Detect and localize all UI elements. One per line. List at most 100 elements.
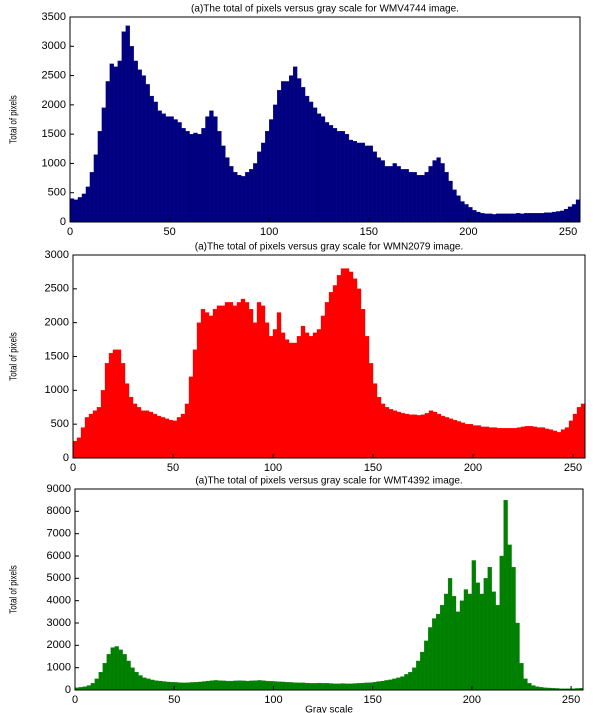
bar bbox=[184, 403, 190, 458]
bar bbox=[265, 680, 270, 690]
plot-frame bbox=[69, 16, 581, 223]
bar bbox=[225, 157, 230, 222]
bar bbox=[245, 172, 250, 222]
bar bbox=[495, 604, 500, 690]
bar bbox=[536, 427, 542, 458]
bar bbox=[82, 686, 88, 690]
bar bbox=[98, 671, 103, 690]
y-tick-label: 3000 bbox=[45, 249, 69, 261]
bar bbox=[416, 174, 421, 222]
bar bbox=[332, 285, 338, 458]
bar bbox=[563, 208, 569, 222]
bar bbox=[575, 199, 580, 222]
bar bbox=[153, 101, 158, 222]
bar bbox=[257, 151, 262, 222]
bar bbox=[296, 336, 302, 458]
bar bbox=[146, 678, 151, 690]
bar bbox=[217, 680, 222, 690]
bar bbox=[122, 654, 127, 690]
bar bbox=[182, 682, 187, 690]
bar bbox=[416, 415, 422, 458]
bar bbox=[154, 680, 159, 690]
y-tick-label: 1500 bbox=[45, 350, 69, 362]
bar bbox=[201, 128, 206, 222]
bar bbox=[368, 145, 373, 222]
bar bbox=[292, 66, 298, 222]
bar bbox=[129, 46, 134, 222]
bar bbox=[452, 419, 458, 458]
bar bbox=[340, 683, 346, 690]
bar bbox=[120, 363, 126, 458]
bar bbox=[81, 193, 87, 222]
bar bbox=[475, 582, 480, 690]
bar bbox=[476, 211, 481, 222]
bar bbox=[269, 681, 274, 690]
bar bbox=[412, 172, 417, 222]
bar bbox=[352, 683, 357, 690]
bar bbox=[572, 413, 578, 458]
bar bbox=[376, 681, 381, 690]
bar bbox=[158, 680, 163, 690]
bar bbox=[166, 681, 171, 690]
bar bbox=[372, 151, 377, 222]
bar bbox=[420, 414, 426, 458]
bar bbox=[448, 418, 454, 458]
plot-area bbox=[75, 500, 583, 690]
chart-title: (a)The total of pixels versus gray scale… bbox=[195, 242, 463, 253]
bar bbox=[479, 593, 484, 690]
plot-area bbox=[70, 25, 580, 222]
x-axis-label: Gray scale bbox=[305, 705, 353, 713]
bar bbox=[564, 427, 570, 458]
bar bbox=[324, 683, 330, 690]
bar bbox=[452, 189, 457, 222]
y-tick-label: 3000 bbox=[42, 40, 66, 52]
bar bbox=[261, 680, 266, 690]
bar bbox=[384, 407, 390, 458]
bar bbox=[519, 663, 524, 690]
bar bbox=[544, 428, 550, 458]
bar bbox=[273, 681, 278, 690]
bar bbox=[451, 596, 457, 690]
bar bbox=[372, 682, 377, 690]
bar bbox=[176, 417, 182, 458]
bar bbox=[524, 426, 530, 458]
bar bbox=[252, 322, 258, 458]
bar bbox=[535, 686, 540, 690]
bar bbox=[396, 677, 401, 690]
bar bbox=[507, 544, 512, 690]
bar bbox=[384, 166, 389, 222]
bar bbox=[456, 421, 462, 458]
bar bbox=[181, 128, 186, 222]
bar bbox=[94, 678, 99, 690]
bar bbox=[208, 315, 214, 458]
bar bbox=[180, 413, 186, 458]
bar bbox=[332, 128, 338, 222]
bar bbox=[348, 683, 353, 690]
bar bbox=[272, 329, 278, 458]
y-tick-label: 9000 bbox=[47, 483, 71, 495]
bar bbox=[540, 213, 545, 222]
bar bbox=[156, 415, 162, 458]
bar bbox=[352, 141, 358, 222]
bar bbox=[212, 308, 218, 458]
bar bbox=[114, 646, 119, 690]
bar bbox=[197, 681, 203, 690]
bar bbox=[80, 427, 86, 458]
bar bbox=[125, 25, 130, 222]
bar bbox=[244, 302, 250, 458]
bar bbox=[404, 169, 409, 222]
bar bbox=[568, 420, 574, 458]
x-tick-label: 50 bbox=[168, 694, 180, 706]
bar bbox=[520, 426, 526, 458]
bar bbox=[503, 500, 508, 690]
y-tick-label: 6000 bbox=[47, 550, 71, 562]
bar bbox=[273, 104, 278, 222]
bar bbox=[328, 125, 334, 222]
y-tick-label: 8000 bbox=[47, 505, 71, 517]
bar bbox=[185, 131, 190, 222]
bar bbox=[440, 415, 446, 458]
bar bbox=[364, 682, 369, 690]
bar bbox=[428, 627, 433, 690]
bar bbox=[217, 131, 222, 222]
bar bbox=[305, 682, 310, 690]
